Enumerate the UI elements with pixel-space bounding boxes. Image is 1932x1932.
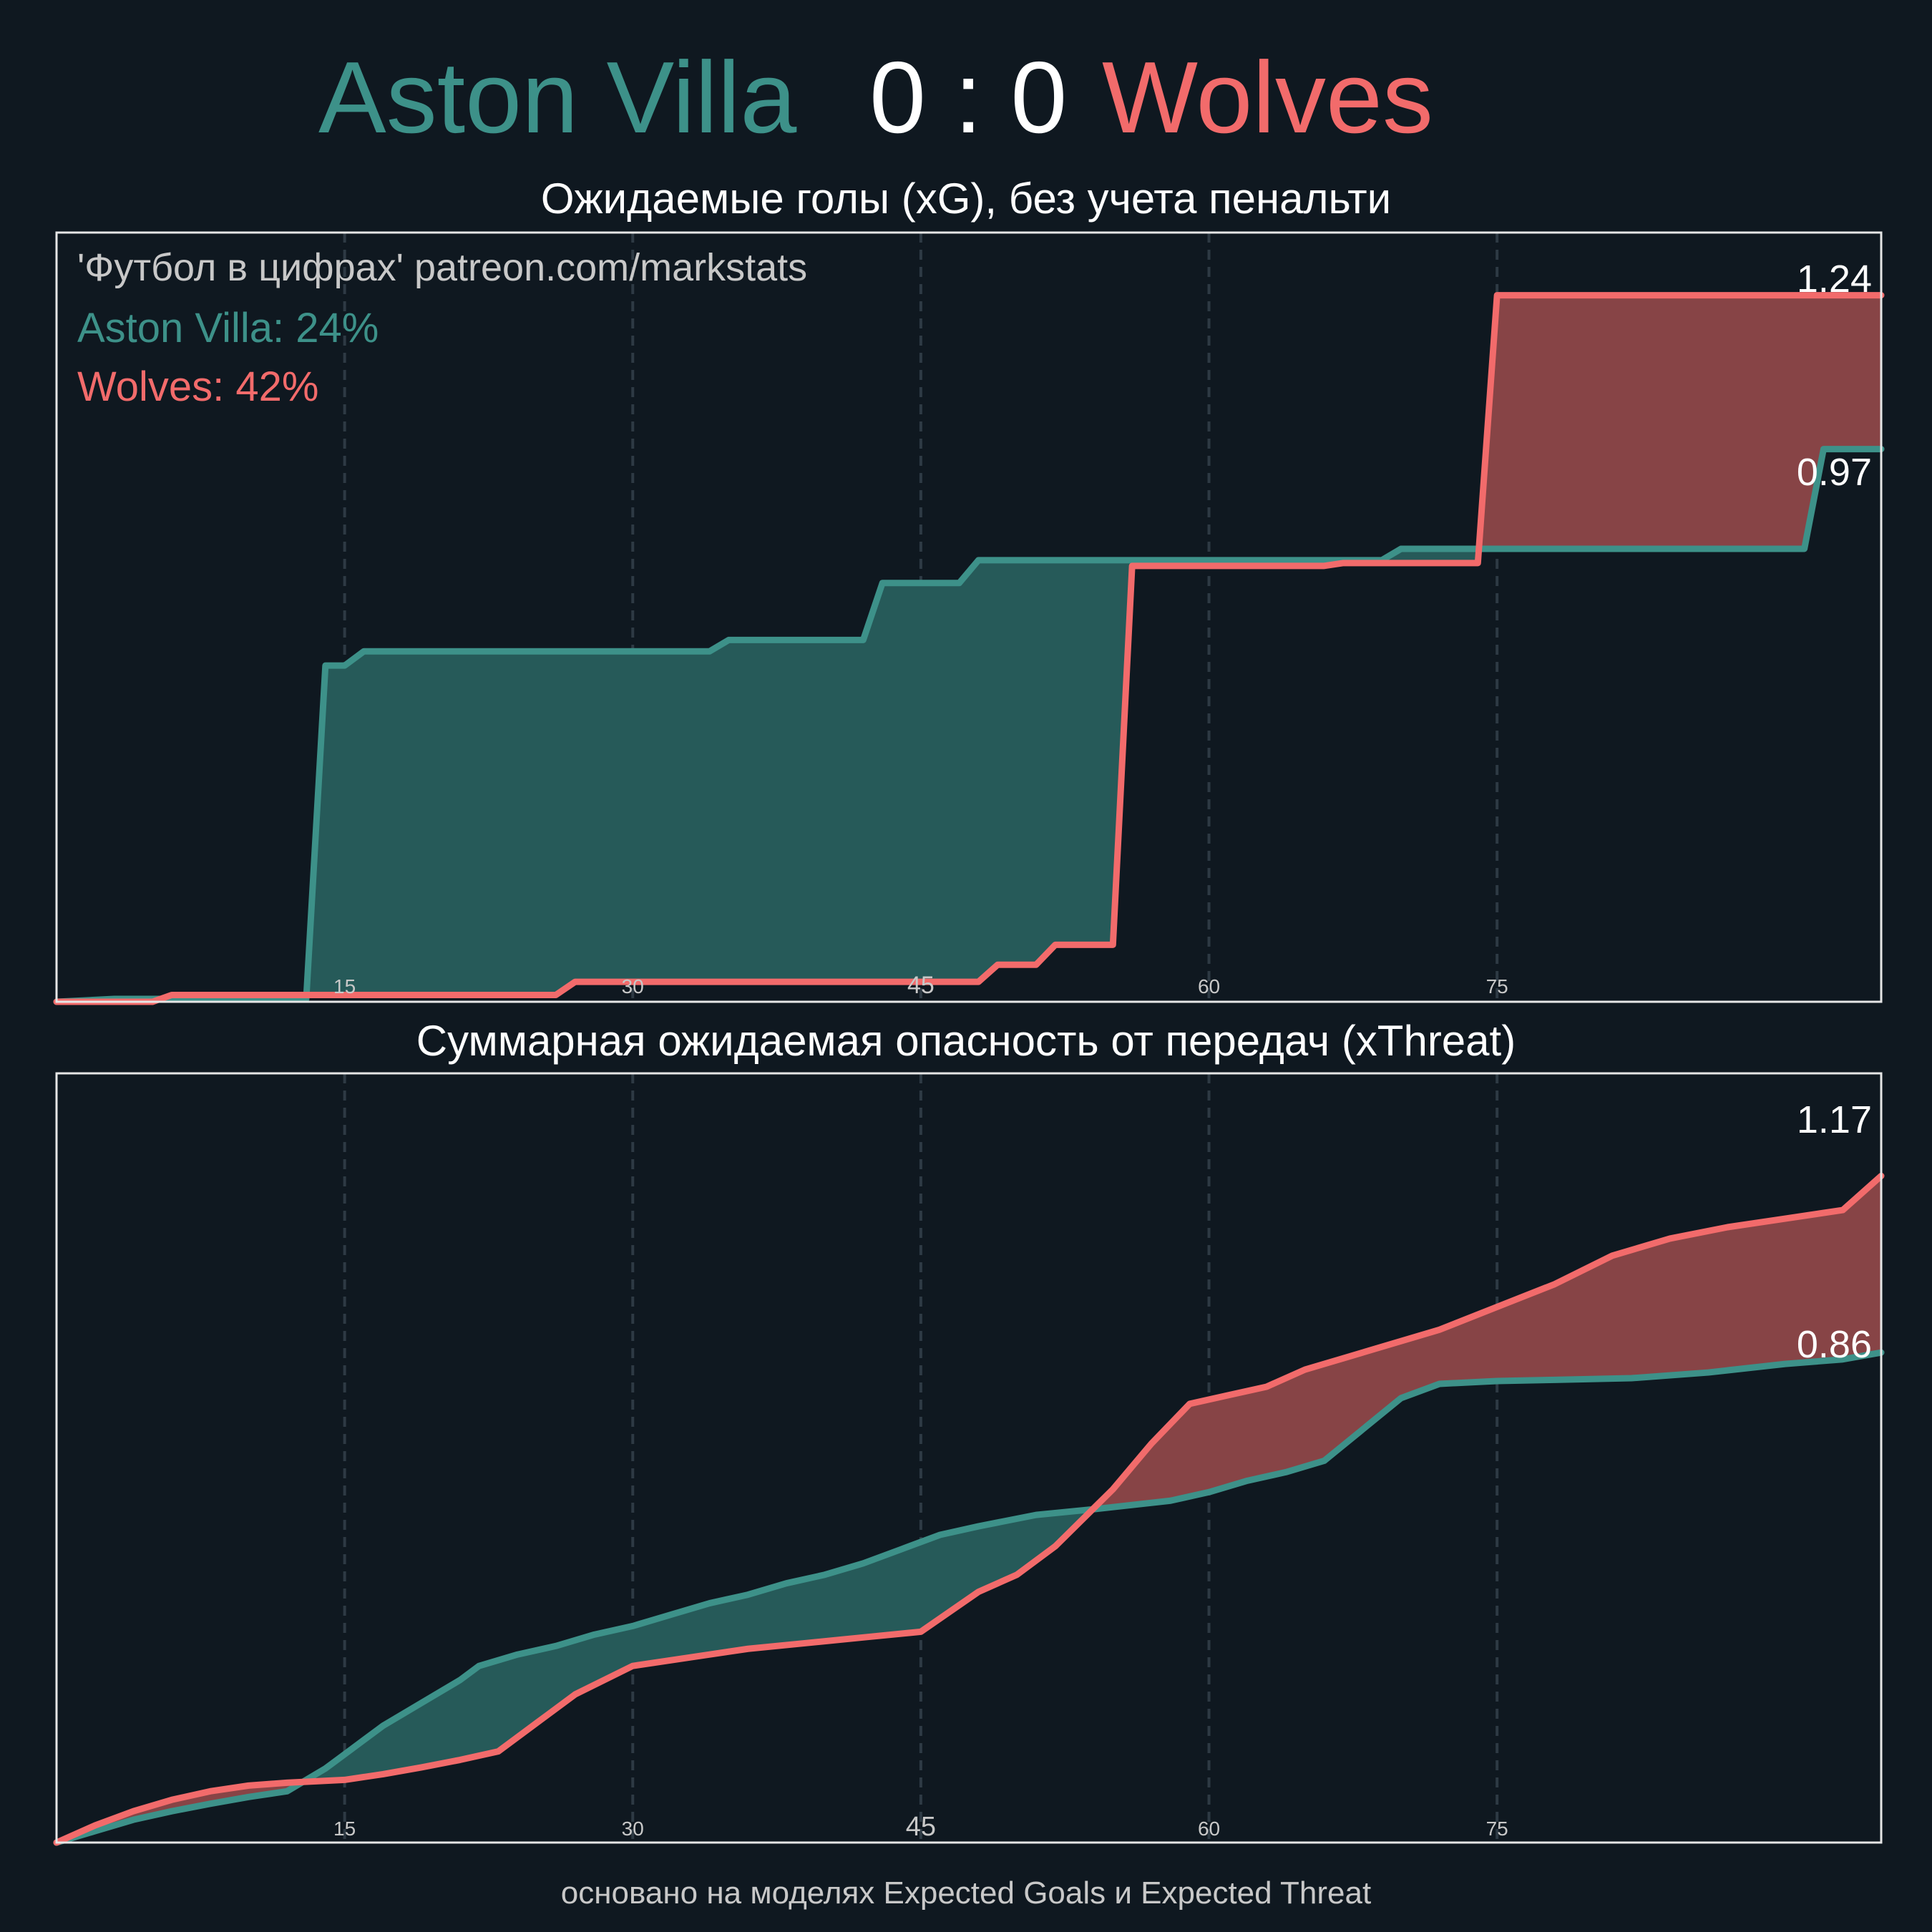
x-tick-label-75: 75 <box>1486 975 1508 997</box>
xt-plot-area: 15 30 45 60 75 <box>53 1072 1885 1846</box>
away-series-line <box>53 292 1885 1005</box>
xt-grid <box>343 1073 1499 1843</box>
home-series-line <box>53 446 1885 1005</box>
home-legend: Aston Villa: 24% <box>77 305 379 351</box>
x-tick-label-75: 75 <box>1486 1818 1508 1840</box>
home-team-name: Aston Villa <box>318 41 796 155</box>
xg-home-final-label: 0.97 <box>1797 451 1872 494</box>
xg-x-ticks: 15 30 45 60 75 <box>333 972 1508 999</box>
x-tick-label-45: 45 <box>907 972 935 999</box>
home-series-line <box>53 1349 1885 1846</box>
footer-note: основано на моделях Expected Goals и Exp… <box>561 1875 1371 1911</box>
xt-panel-title: Суммарная ожидаемая опасность от передач… <box>416 1017 1516 1065</box>
x-tick-label-60: 60 <box>1198 975 1220 997</box>
score: 0 : 0 <box>869 41 1067 155</box>
xg-lines <box>53 292 1885 1005</box>
xt-home-final-label: 0.86 <box>1797 1323 1872 1366</box>
x-tick-label-60: 60 <box>1198 1818 1220 1840</box>
match-title: Aston Villa 0 : 0 Wolves <box>318 41 1433 155</box>
away-lead-area <box>1480 295 1881 549</box>
xg-frame <box>55 231 1883 1003</box>
xt-away-final-label: 1.17 <box>1797 1098 1872 1141</box>
xg-plot-area: 15 30 45 60 75 <box>53 231 1885 1005</box>
x-tick-label-15: 15 <box>333 1818 356 1840</box>
xg-away-final-label: 1.24 <box>1797 258 1872 301</box>
xg-panel-title: Ожидаемые голы (xG), без учета пенальти <box>541 175 1391 223</box>
watermark: 'Футбол в цифрах' patreon.com/markstats <box>77 246 807 289</box>
home-lead-area <box>303 1509 1092 1782</box>
home-lead-area <box>307 548 1479 995</box>
away-legend: Wolves: 42% <box>77 364 318 410</box>
x-tick-label-15: 15 <box>333 975 356 997</box>
away-series-line <box>53 1172 1885 1846</box>
x-tick-label-45: 45 <box>906 1812 936 1842</box>
away-team-name: Wolves <box>1102 41 1433 155</box>
xt-frame <box>55 1072 1883 1844</box>
x-tick-label-30: 30 <box>622 975 644 997</box>
xt-x-ticks: 15 30 45 60 75 <box>333 1812 1508 1842</box>
away-lead-area <box>1093 1176 1881 1510</box>
x-tick-label-30: 30 <box>622 1818 644 1840</box>
xt-lines <box>53 1172 1885 1846</box>
